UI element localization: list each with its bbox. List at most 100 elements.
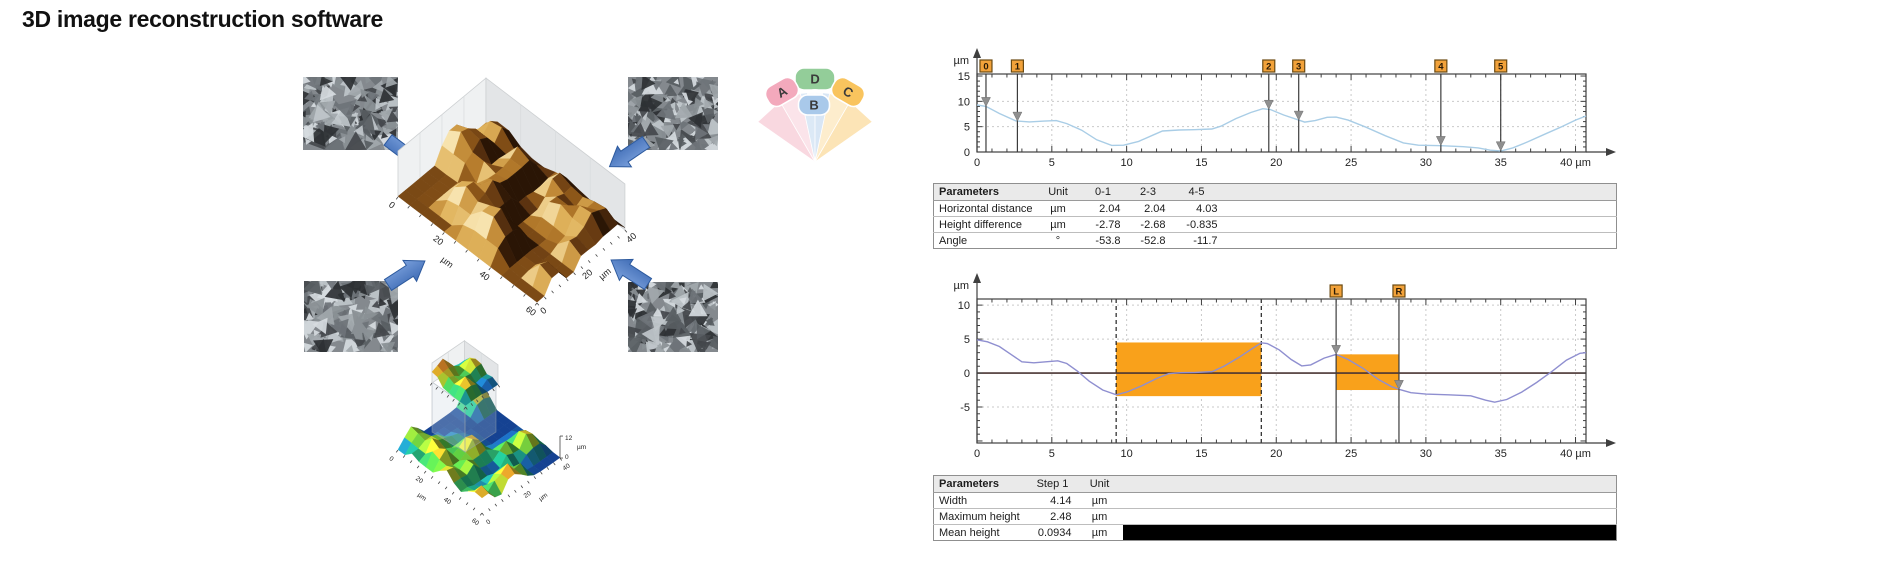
table-cell: [1122, 492, 1617, 509]
svg-text:0: 0: [388, 455, 395, 463]
fan-segment-A: A: [764, 76, 800, 108]
marker-R: R: [1392, 284, 1406, 298]
table-row: Angle ° -53.8 -52.8 -11.7: [934, 233, 1617, 249]
flow-arrow-bottom-right: [610, 258, 653, 291]
svg-text:12: 12: [565, 435, 573, 442]
table-cell: Angle: [939, 234, 968, 247]
svg-text:1: 1: [1015, 62, 1021, 73]
table-cell: -0.835: [1170, 216, 1223, 233]
svg-text:35: 35: [1495, 157, 1507, 169]
step-parameters-table: Parameters Step 1 Unit Width 4.14 µm Maximum h…: [933, 475, 1617, 541]
svg-text:0: 0: [565, 454, 569, 461]
table-cell: -11.7: [1193, 234, 1218, 247]
rainbow-inset-surface-mesh: [431, 357, 499, 406]
svg-text:0: 0: [983, 62, 988, 73]
step-height-chart: µm -5 0 5 10 0 5 10 15 20 25 30 35 40 µm L R: [953, 273, 1616, 460]
svg-text:10: 10: [958, 300, 970, 312]
table-row: Height difference µm -2.78 -2.68 -0.835: [933, 216, 1617, 233]
svg-text:2: 2: [1266, 62, 1271, 73]
table-cell: 4.03: [1170, 200, 1223, 217]
svg-text:0: 0: [485, 518, 492, 526]
table-cell: 4.14: [1028, 492, 1077, 509]
svg-text:µm: µm: [597, 266, 613, 282]
svg-text:µm: µm: [416, 492, 428, 503]
svg-text:60: 60: [524, 304, 538, 318]
texture-facets: [292, 69, 406, 160]
svg-text:15: 15: [958, 71, 970, 83]
table-cell: µm: [1035, 200, 1081, 217]
table-row: Maximum height 2.48 µm: [933, 508, 1617, 525]
svg-text:15: 15: [1195, 448, 1207, 460]
table-cell: [1222, 200, 1617, 217]
height-profile-plot: µm 0 5 10 15 0 5 10 15 20 25 30 35 40 µm 0 1 2 3 4 5: [953, 48, 1616, 169]
column-header: 4-5: [1170, 183, 1223, 201]
rainbow-surface-axes: 0 20 40 60 µm 0 20 40 µm 12 0 µm: [388, 435, 587, 527]
svg-text:40: 40: [442, 496, 452, 506]
svg-text:-5: -5: [960, 402, 970, 414]
marker-4: 4: [1434, 59, 1448, 73]
svg-text:0: 0: [964, 368, 970, 380]
svg-text:R: R: [1396, 287, 1403, 298]
svg-text:20: 20: [431, 233, 445, 247]
svg-text:20: 20: [1270, 157, 1282, 169]
table-cell: µm: [1076, 508, 1123, 525]
svg-text:25: 25: [1345, 157, 1357, 169]
svg-text:0: 0: [964, 147, 970, 159]
svg-text:40: 40: [478, 269, 492, 283]
sem-texture-bottom-right: [619, 274, 724, 357]
column-header: Parameters: [933, 183, 1036, 201]
marker-3: 3: [1292, 59, 1306, 73]
svg-text:20: 20: [414, 475, 424, 485]
svg-text:3: 3: [1296, 62, 1301, 73]
column-header: Unit: [1076, 475, 1123, 493]
svg-text:40: 40: [624, 231, 638, 245]
rainbow-inset-surface-axes: [429, 382, 501, 410]
table-cell: Maximum height: [933, 508, 1029, 525]
table-cell: 2.04: [1080, 200, 1126, 217]
flow-arrow-top-right: [608, 135, 651, 168]
table-row: Horizontal distance µm 2.04 2.04 4.03: [933, 200, 1617, 217]
table-cell: µm: [1091, 526, 1108, 539]
table-cell: Horizontal distance: [933, 200, 1036, 217]
svg-text:0: 0: [974, 448, 980, 460]
table-cell: -2.68: [1125, 216, 1171, 233]
table-cell: [1222, 216, 1617, 233]
svg-text:10: 10: [958, 96, 970, 108]
svg-text:0: 0: [974, 157, 980, 169]
table-cell: [1223, 233, 1617, 249]
page-title: 3D image reconstruction software: [22, 6, 384, 32]
profile-line: [976, 104, 1587, 152]
svg-text:B: B: [809, 98, 818, 113]
y-axis-unit: µm: [953, 280, 969, 292]
rainbow-inset-surface: [429, 340, 501, 410]
svg-text:40 µm: 40 µm: [1560, 448, 1591, 460]
table-cell: Height difference: [933, 216, 1036, 233]
svg-text:µm: µm: [538, 492, 550, 503]
svg-text:15: 15: [1195, 157, 1207, 169]
marker-0: 0: [979, 59, 993, 73]
fan-segment-C: C: [830, 76, 866, 108]
column-header: 0-1: [1080, 183, 1126, 201]
measurement-region: [1116, 342, 1262, 397]
column-header: [1222, 183, 1617, 201]
flow-arrow-bottom-left: [383, 259, 426, 292]
sem-texture-image: [619, 274, 724, 357]
svg-text:µm: µm: [439, 254, 455, 270]
column-header: 2-3: [1125, 183, 1171, 201]
svg-text:20: 20: [523, 490, 533, 500]
svg-text:60: 60: [470, 517, 480, 527]
svg-text:5: 5: [964, 122, 970, 134]
table-cell: µm: [1035, 216, 1081, 233]
table-cell: -52.8: [1140, 234, 1166, 247]
table-cell: -2.78: [1080, 216, 1126, 233]
column-header: Unit: [1035, 183, 1081, 201]
profile-line: [976, 339, 1587, 403]
svg-text:5: 5: [1498, 62, 1504, 73]
sem-texture-image: [292, 69, 406, 160]
svg-text:4: 4: [1438, 62, 1444, 73]
svg-text:25: 25: [1345, 448, 1357, 460]
svg-text:L: L: [1333, 287, 1339, 298]
table-cell: -53.8: [1095, 234, 1121, 247]
step-height-plot: µm -5 0 5 10 0 5 10 15 20 25 30 35 40 µm L R: [953, 273, 1616, 460]
svg-text:40 µm: 40 µm: [1560, 157, 1591, 169]
